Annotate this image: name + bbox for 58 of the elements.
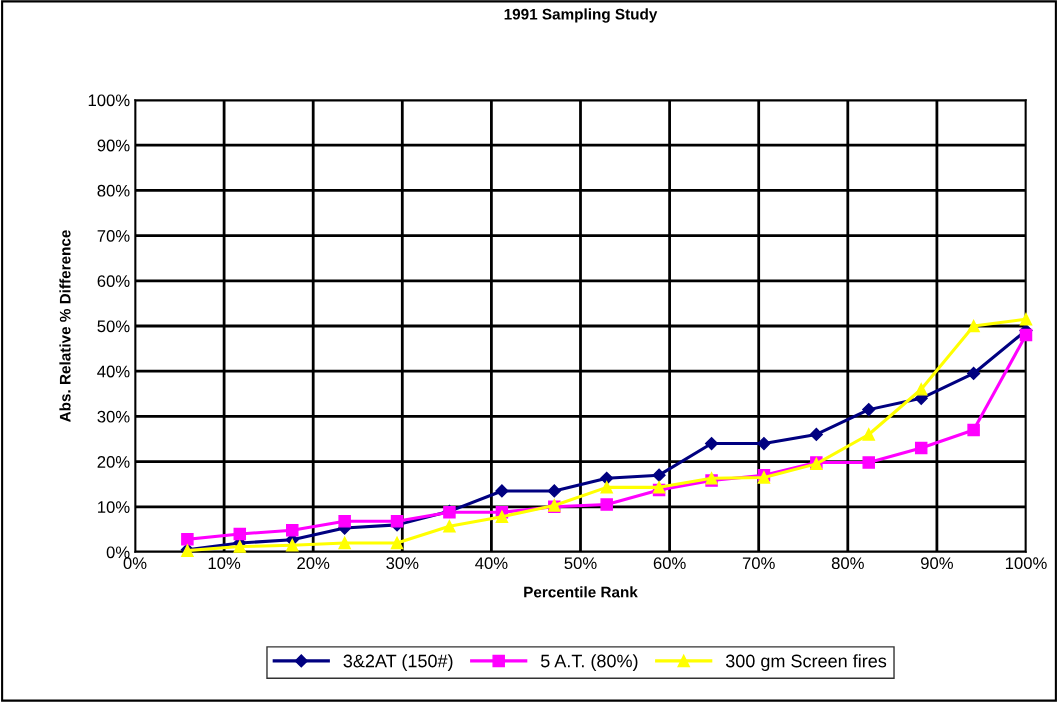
x-tick-label: 60% [653, 557, 686, 570]
y-tick-label: 0% [106, 546, 130, 559]
point [600, 481, 613, 494]
x-tick-label: 40% [475, 557, 508, 570]
point [914, 441, 928, 455]
point [181, 533, 194, 546]
point [967, 423, 980, 437]
y-tick-label: 20% [97, 456, 130, 468]
point [967, 366, 981, 381]
x-tick-label: 100% [1005, 557, 1047, 570]
y-tick-label: 100% [88, 94, 130, 107]
point [914, 383, 928, 396]
y-tick-label: 30% [97, 410, 130, 423]
point [757, 436, 771, 451]
point [862, 456, 875, 469]
point [600, 471, 614, 485]
point [233, 540, 247, 553]
point [862, 428, 875, 441]
point [338, 536, 351, 550]
x-tick-label: 20% [297, 557, 330, 570]
point [233, 527, 247, 541]
point [600, 498, 613, 511]
point [495, 510, 509, 523]
y-tick-label: 70% [97, 230, 130, 242]
legend-label: 3&2AT (150#) [343, 654, 453, 671]
x-tick-label: 30% [386, 557, 419, 570]
x-tick-label: 80% [831, 557, 864, 570]
legend-label: 300 gm Screen fires [725, 654, 887, 671]
y-tick-label: 60% [97, 275, 130, 287]
y-tick-label: 10% [98, 501, 130, 513]
point [967, 319, 980, 333]
point [390, 536, 404, 550]
point [809, 427, 823, 442]
x-tick-label: 0% [123, 557, 147, 570]
y-tick-label: 50% [97, 320, 130, 333]
y-tick-label: 90% [97, 139, 130, 152]
y-axis-title: Abs. Relative % Difference [59, 230, 71, 422]
y-tick-label: 40% [97, 365, 130, 378]
point [862, 403, 876, 417]
point [286, 538, 299, 552]
point [338, 515, 351, 528]
point [547, 484, 561, 498]
point [443, 519, 456, 533]
point [704, 436, 719, 451]
x-axis-title: Percentile Rank [524, 586, 638, 598]
x-tick-label: 50% [564, 557, 597, 570]
point [1019, 328, 1033, 342]
point [390, 515, 404, 528]
point [652, 468, 666, 482]
point [286, 524, 299, 537]
x-tick-label: 90% [921, 557, 953, 570]
legend-label: 5 A.T. (80%) [540, 654, 638, 671]
x-tick-label: 70% [742, 557, 775, 570]
chart-title: 1991 Sampling Study [504, 8, 658, 23]
y-tick-label: 80% [97, 184, 130, 197]
x-tick-label: 10% [208, 557, 241, 570]
point [495, 484, 509, 498]
point [1019, 312, 1033, 326]
